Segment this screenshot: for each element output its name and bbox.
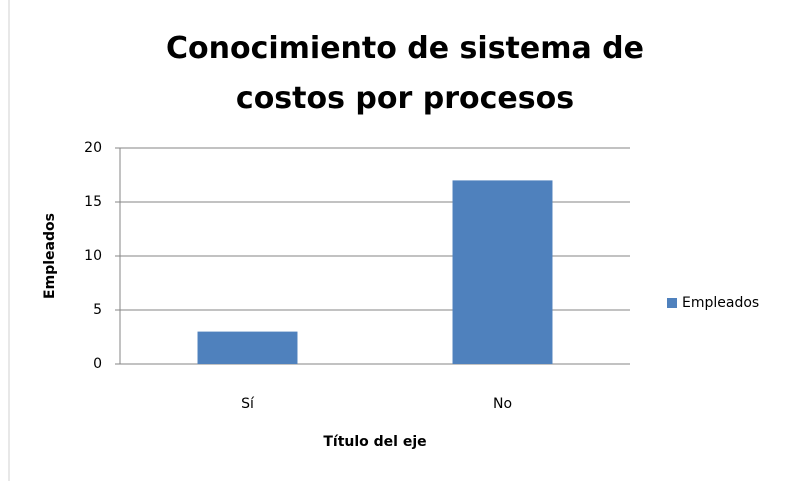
y-tick-label: 10: [84, 248, 102, 264]
legend-label: Empleados: [682, 295, 759, 311]
legend-swatch: [667, 298, 677, 308]
y-tick-label: 20: [84, 140, 102, 156]
x-tick-label: Sí: [241, 396, 255, 412]
bar: [452, 180, 553, 364]
y-axis-label: Empleados: [42, 213, 58, 299]
y-tick-label: 0: [93, 356, 102, 372]
chart-title: Conocimiento de sistema de costos por pr…: [165, 31, 645, 116]
y-tick-label: 15: [84, 194, 102, 210]
y-tick-label: 5: [93, 302, 102, 318]
bar: [197, 331, 298, 364]
x-axis-label: Título del eje: [323, 434, 426, 450]
x-tick-label: No: [493, 396, 512, 412]
